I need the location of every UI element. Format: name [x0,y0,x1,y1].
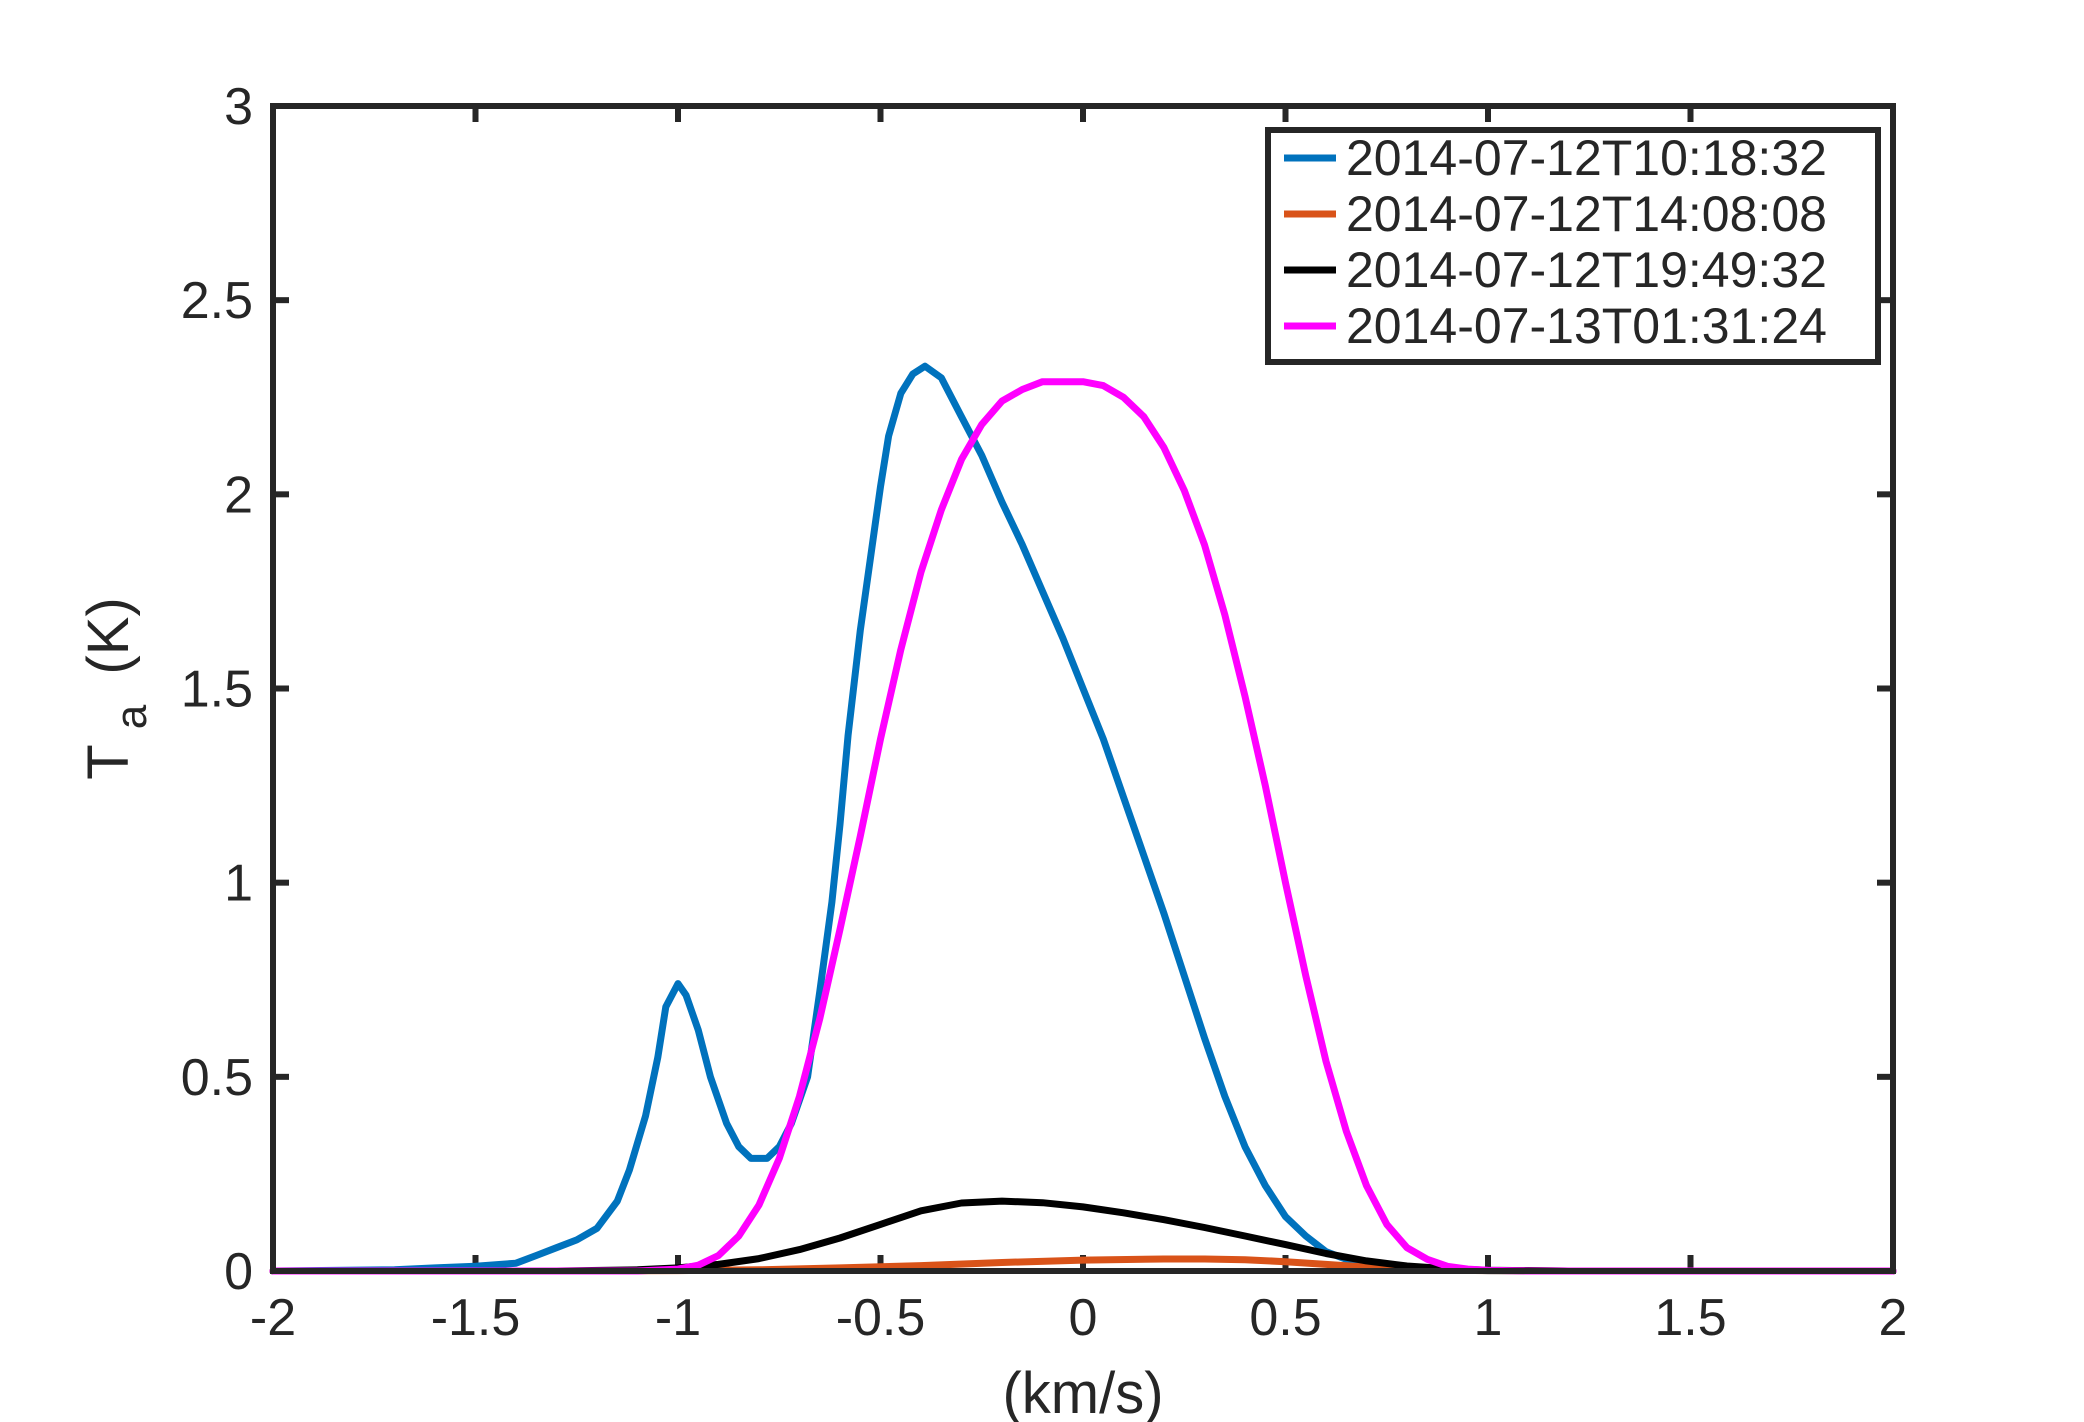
x-tick-label: -1.5 [431,1289,521,1347]
y-tick-label: 0 [224,1243,253,1301]
y-axis-label-unit: (K) [76,597,141,674]
legend-label: 2014-07-13T01:31:24 [1346,298,1827,354]
legend-label: 2014-07-12T19:49:32 [1346,242,1827,298]
y-tick-label: 3 [224,78,253,136]
x-tick-label: -0.5 [836,1289,926,1347]
legend: 2014-07-12T10:18:322014-07-12T14:08:0820… [1265,127,1881,365]
x-axis-label: (km/s) [1002,1361,1163,1422]
legend-label: 2014-07-12T14:08:08 [1346,186,1827,242]
series-line-1 [269,362,1897,1275]
y-axis-label-main: T [76,745,141,780]
plot-frame [270,103,1896,1274]
series-lines [269,362,1897,1275]
x-tick-label: 0 [1069,1289,1098,1347]
x-tick-label: -1 [655,1289,701,1347]
x-tick-label: 1.5 [1654,1289,1726,1347]
x-tick-label: 0.5 [1249,1289,1321,1347]
x-tick-label: 1 [1474,1289,1503,1347]
series-line-4 [269,378,1897,1275]
x-tick-label: 2 [1879,1289,1908,1347]
legend-box [1265,127,1881,365]
y-tick-label: 1.5 [181,661,253,719]
y-tick-label: 0.5 [181,1049,253,1107]
y-axis-label: T a (K) [76,597,159,779]
y-tick-label: 2 [224,466,253,524]
series-line-3 [269,1197,1897,1275]
y-axis-label-subscript: a [107,704,156,729]
y-tick-label: 2.5 [181,272,253,330]
y-tick-label: 1 [224,855,253,913]
tick-labels: -2 -1.5 -1 -0.5 0 0.5 1 1.5 2 0 0.5 1 1.5 2 2.5 3 [181,78,1908,1347]
x-tick-label: -2 [250,1289,296,1347]
legend-label: 2014-07-12T10:18:32 [1346,130,1827,186]
